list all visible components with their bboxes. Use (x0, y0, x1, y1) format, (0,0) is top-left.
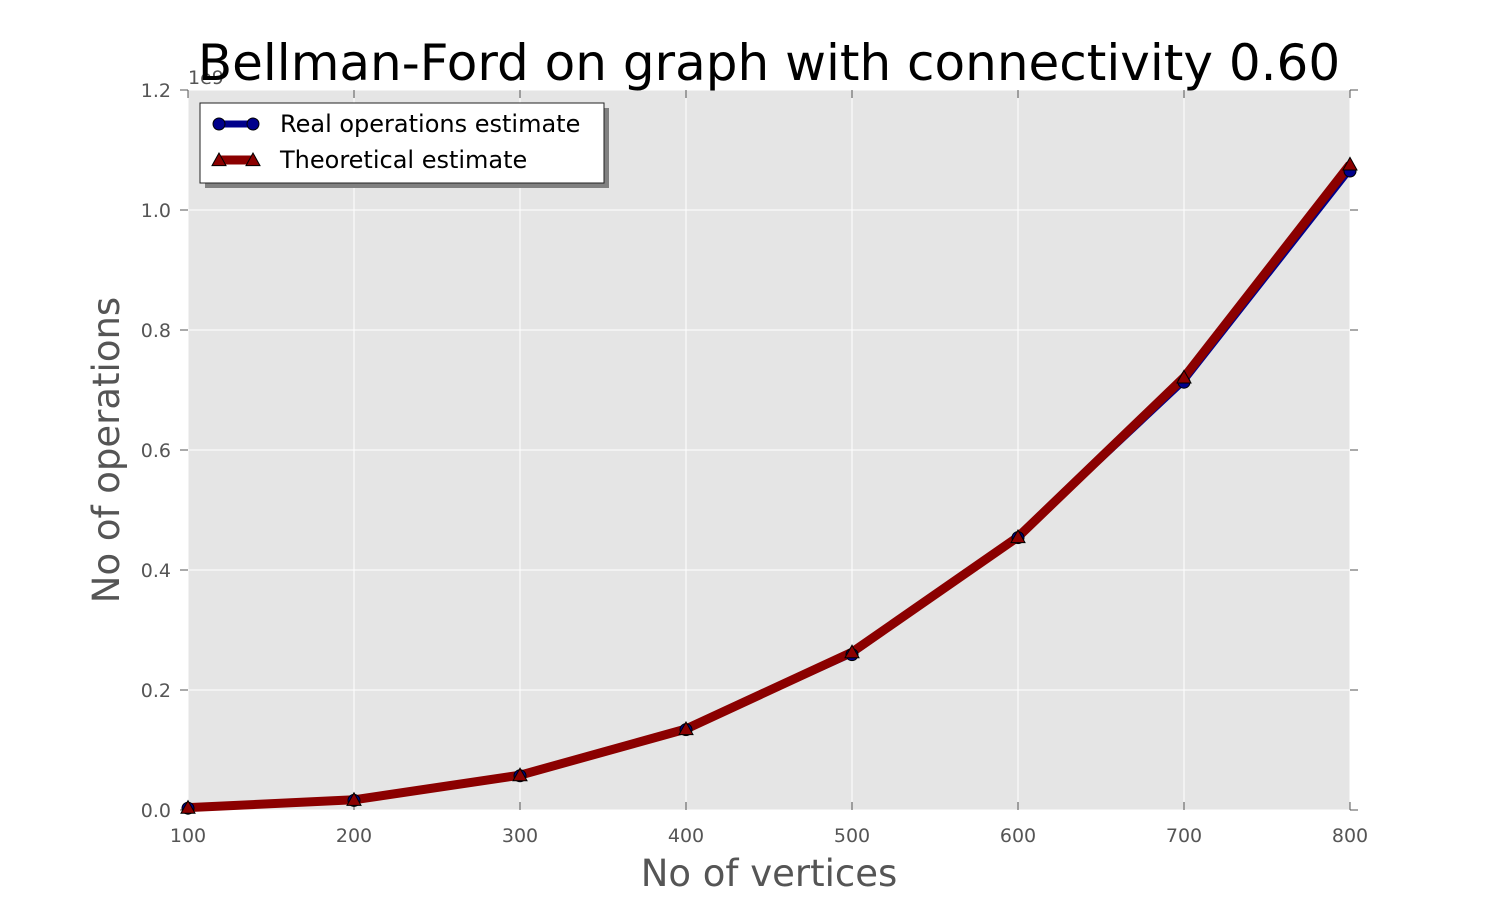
x-tick-label: 600 (1000, 825, 1036, 847)
theoretical-point (1010, 528, 1026, 544)
y-tick-label: 0.8 (141, 320, 171, 342)
x-tick-label: 300 (502, 825, 538, 847)
legend-marker-real-operations (212, 117, 226, 131)
y-offset-label: 1e9 (188, 67, 224, 89)
x-tick-label: 400 (668, 825, 704, 847)
y-tick-label: 1.2 (141, 80, 171, 102)
theoretical-point (512, 767, 528, 782)
y-tick-label: 0.4 (141, 560, 171, 582)
x-tick-labels: 100 200 300 400 500 600 700 800 (170, 825, 1368, 847)
y-tick-label: 0.2 (141, 680, 171, 702)
x-tick-label: 200 (336, 825, 372, 847)
legend: Real operations estimate Theoretical esti… (199, 102, 609, 188)
chart-title: Bellman-Ford on graph with connectivity … (198, 34, 1340, 92)
theoretical-point (180, 799, 196, 814)
tick-marks (180, 89, 1358, 811)
x-tick-label: 800 (1332, 825, 1368, 847)
y-tick-label: 0.6 (141, 440, 171, 462)
theoretical-point (1342, 156, 1358, 171)
y-axis-label: No of operations (85, 297, 128, 603)
legend-label-real-operations: Real operations estimate (280, 110, 580, 138)
legend-label-theoretical: Theoretical estimate (279, 146, 527, 174)
theoretical-point (844, 644, 860, 659)
theoretical-point (346, 791, 362, 806)
x-tick-label: 700 (1166, 825, 1202, 847)
x-tick-label: 100 (170, 825, 206, 847)
y-tick-labels: 0.0 0.2 0.4 0.6 0.8 1.0 1.2 (141, 80, 171, 822)
theoretical-point (678, 720, 694, 736)
legend-marker-theoretical (245, 151, 261, 167)
y-tick-label: 1.0 (141, 200, 171, 222)
theoretical-line (187, 161, 1354, 813)
x-tick-label: 500 (834, 825, 870, 847)
legend-marker-theoretical (211, 151, 227, 167)
series-markers (180, 156, 1358, 815)
series-lines (187, 161, 1354, 813)
y-tick-label: 0.0 (141, 800, 171, 822)
x-axis-label: No of vertices (641, 852, 898, 895)
legend-marker-real-operations (246, 117, 260, 131)
legend-box (199, 102, 605, 184)
theoretical-point (1176, 369, 1192, 384)
